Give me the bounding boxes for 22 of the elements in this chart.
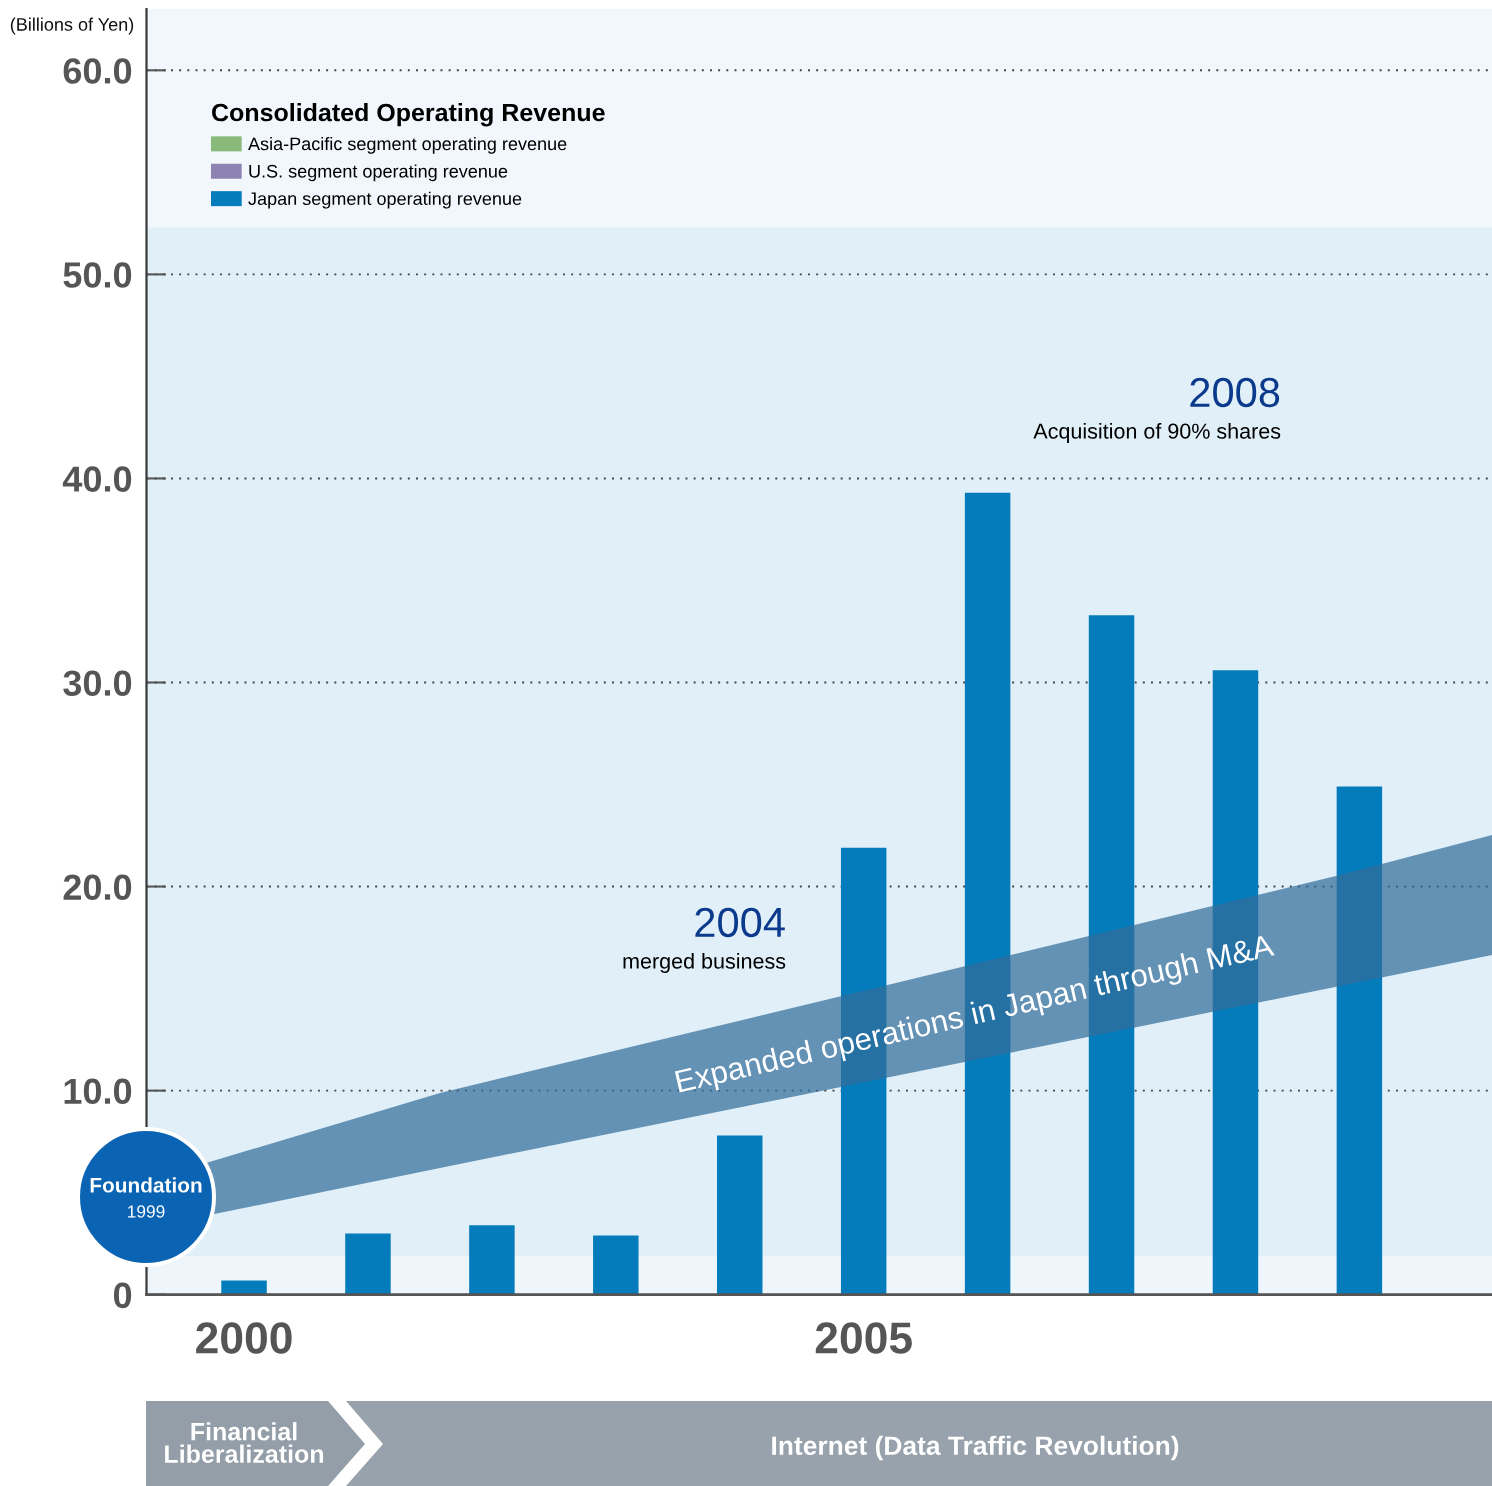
y-tick-label: 30.0 <box>63 670 132 696</box>
annotation: 2008 <box>1190 377 1280 408</box>
y-tick-label: 60.0 <box>63 58 132 84</box>
annotation: 1999 <box>128 1205 165 1218</box>
y-tick-label: 10.0 <box>64 1078 132 1105</box>
y-tick-label: 50.0 <box>63 262 132 288</box>
legend-label: Japan segment operating revenue <box>248 191 522 209</box>
legend-label: U.S. segment operating revenue <box>249 164 508 182</box>
annotation: 2004 <box>695 907 785 938</box>
legend-title: Consolidated Operating Revenue <box>212 103 605 127</box>
y-tick-label: 20.0 <box>63 874 132 901</box>
legend-label: Asia-Pacific segment operating revenue <box>248 136 567 154</box>
y-tick-label: 40.0 <box>62 466 132 492</box>
x-tick-label: 2000 <box>196 1322 292 1354</box>
annotation: Acquisition of 90% shares <box>1033 422 1281 444</box>
y-axis-title: (Billions of Yen) <box>10 17 134 35</box>
text: Financial Liberalization <box>165 1422 324 1463</box>
annotation: merged business <box>623 952 786 974</box>
text: Internet (Data Traffic Revolution) <box>772 1435 1179 1461</box>
y-tick-label: 0 <box>113 1282 132 1309</box>
annotation: Foundation <box>90 1177 202 1193</box>
x-tick-label: 2005 <box>815 1322 912 1354</box>
